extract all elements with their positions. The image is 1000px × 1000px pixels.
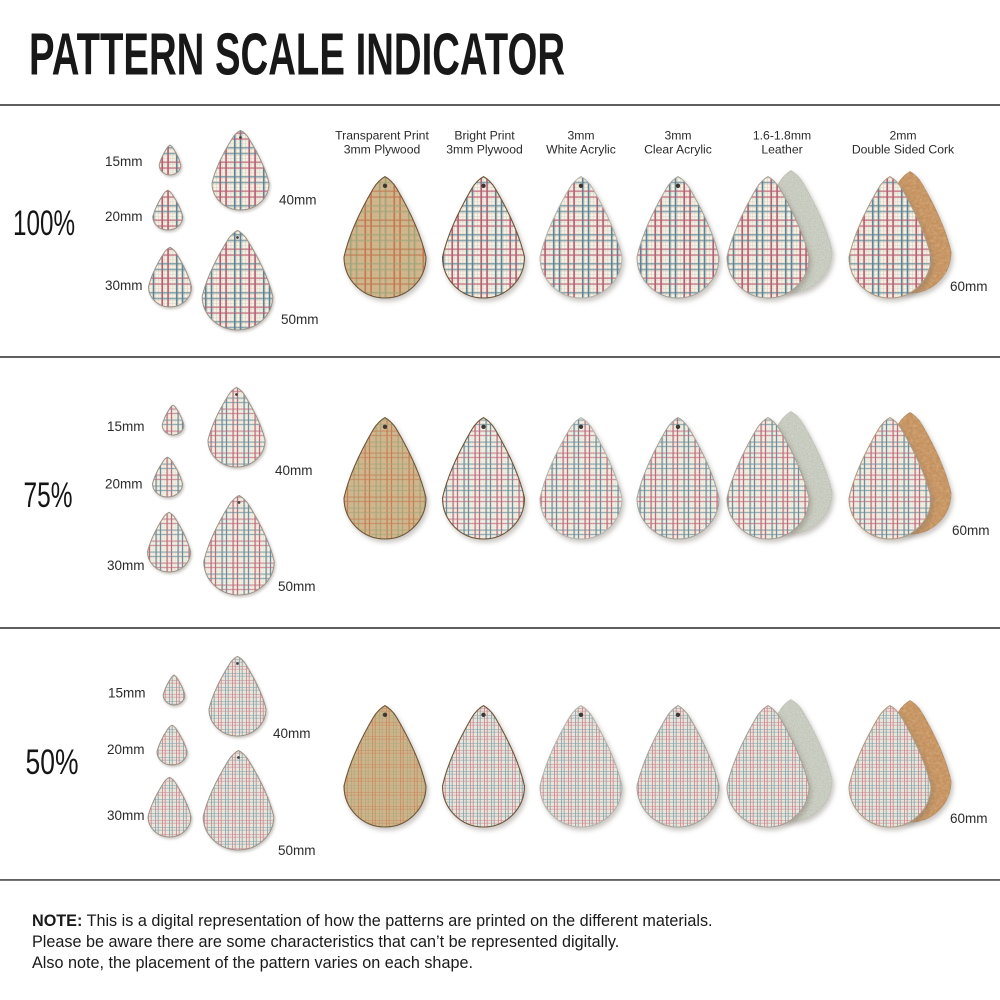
svg-text:20mm: 20mm xyxy=(105,209,143,224)
svg-text:Also note, the placement of th: Also note, the placement of the pattern … xyxy=(32,954,473,972)
svg-text:3mm: 3mm xyxy=(567,129,594,143)
svg-text:40mm: 40mm xyxy=(279,193,317,208)
svg-text:Transparent Print: Transparent Print xyxy=(335,129,429,143)
svg-text:15mm: 15mm xyxy=(107,419,145,434)
svg-text:Double Sided Cork: Double Sided Cork xyxy=(852,143,955,157)
svg-text:20mm: 20mm xyxy=(105,477,143,492)
svg-text:60mm: 60mm xyxy=(950,811,988,826)
svg-text:Bright Print: Bright Print xyxy=(454,129,515,143)
svg-text:3mm Plywood: 3mm Plywood xyxy=(344,143,421,157)
svg-text:3mm: 3mm xyxy=(664,129,691,143)
svg-text:NOTE: This is a digital repres: NOTE: This is a digital representation o… xyxy=(32,912,713,930)
svg-text:50mm: 50mm xyxy=(278,579,316,594)
svg-text:50%: 50% xyxy=(26,743,79,782)
svg-text:PATTERN SCALE INDICATOR: PATTERN SCALE INDICATOR xyxy=(29,22,565,88)
svg-text:30mm: 30mm xyxy=(105,278,143,293)
svg-text:Leather: Leather xyxy=(761,143,802,157)
svg-text:30mm: 30mm xyxy=(107,558,145,573)
svg-text:3mm Plywood: 3mm Plywood xyxy=(446,143,523,157)
svg-text:White Acrylic: White Acrylic xyxy=(546,143,616,157)
svg-text:40mm: 40mm xyxy=(273,726,311,741)
svg-text:2mm: 2mm xyxy=(889,129,916,143)
svg-text:Please be aware there are some: Please be aware there are some character… xyxy=(32,933,619,951)
svg-text:60mm: 60mm xyxy=(950,279,988,294)
svg-text:100%: 100% xyxy=(13,204,75,243)
svg-text:60mm: 60mm xyxy=(952,523,990,538)
svg-text:50mm: 50mm xyxy=(281,312,319,327)
svg-text:15mm: 15mm xyxy=(108,686,146,701)
svg-text:Clear Acrylic: Clear Acrylic xyxy=(644,143,712,157)
svg-text:75%: 75% xyxy=(24,476,73,515)
svg-text:40mm: 40mm xyxy=(275,463,313,478)
svg-text:15mm: 15mm xyxy=(105,154,143,169)
svg-text:1.6-1.8mm: 1.6-1.8mm xyxy=(753,129,811,143)
svg-text:30mm: 30mm xyxy=(107,808,145,823)
svg-text:50mm: 50mm xyxy=(278,843,316,858)
svg-text:20mm: 20mm xyxy=(107,742,145,757)
